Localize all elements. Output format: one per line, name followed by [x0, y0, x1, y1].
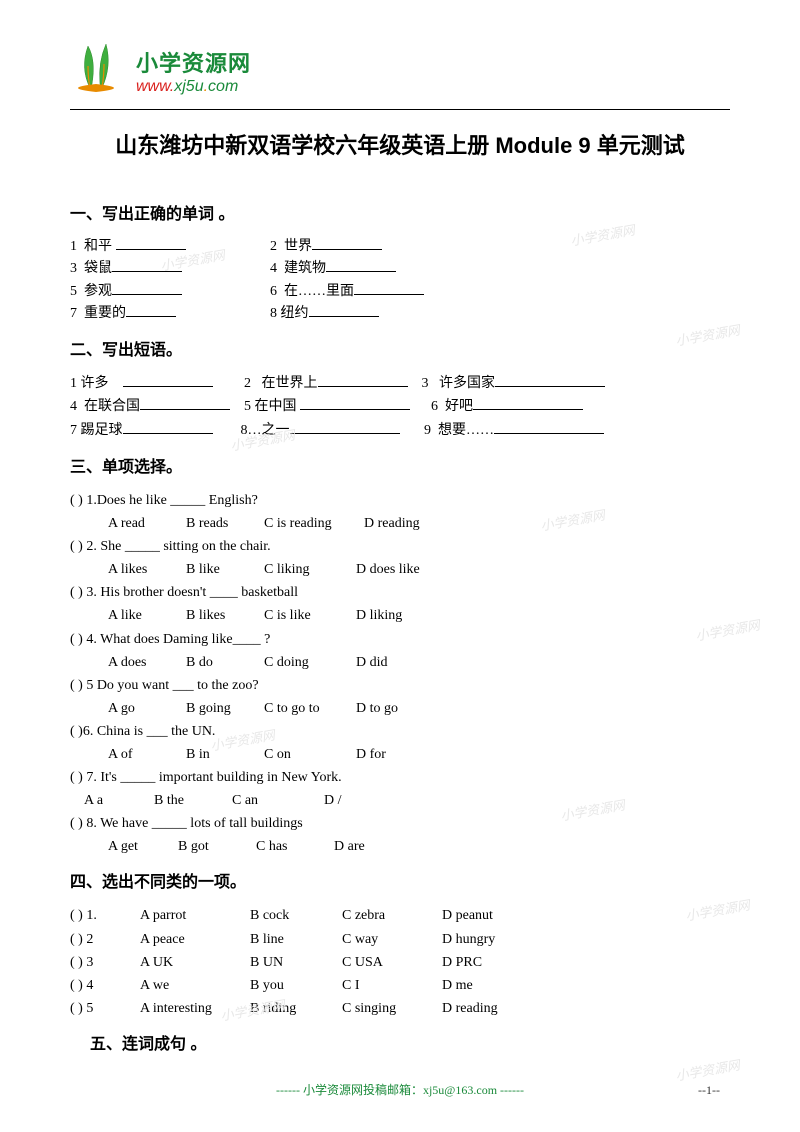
- page-number: --1--: [698, 1083, 720, 1098]
- page-title: 山东潍坊中新双语学校六年级英语上册 Module 9 单元测试: [70, 128, 730, 160]
- leaf-icon: [70, 40, 128, 101]
- logo-header: 小学资源网 www.xj5u.com: [70, 40, 730, 101]
- oddq-5: ( ) 5A interestingB ridingC singingD rea…: [70, 997, 730, 1020]
- odd-one-out: ( ) 1.A parrotB cockC zebraD peanut ( ) …: [70, 904, 730, 1019]
- oddq-1: ( ) 1.A parrotB cockC zebraD peanut: [70, 904, 730, 927]
- section-title-2: 二、写出短语。: [70, 336, 730, 360]
- question-1: ( ) 1.Does he like _____ English?: [70, 489, 730, 512]
- mc-questions: ( ) 1.Does he like _____ English? A read…: [70, 489, 730, 859]
- footer-text: ------ 小学资源网投稿邮箱：xj5u@163.com ------: [0, 1081, 800, 1098]
- oddq-3: ( ) 3A UKB UNC USAD PRC: [70, 951, 730, 974]
- logo-title: 小学资源网: [136, 46, 251, 78]
- divider: [70, 109, 730, 110]
- logo-url: www.xj5u.com: [136, 78, 251, 96]
- question-4: ( ) 4. What does Daming like____ ?: [70, 628, 730, 651]
- oddq-4: ( ) 4A weB youC ID me: [70, 974, 730, 997]
- section-title-4: 四、选出不同类的一项。: [70, 868, 730, 892]
- phrase-list: 1 许多 2 在世界上 3 许多国家 4 在联合国 5 在中国 6 好吧 7 踢…: [70, 372, 730, 443]
- section-title-3: 三、单项选择。: [70, 453, 730, 477]
- section-title-5: 五、连词成句 。: [70, 1030, 730, 1054]
- watermark: 小学资源网: [674, 1054, 741, 1084]
- oddq-2: ( ) 2A peaceB lineC wayD hungry: [70, 928, 730, 951]
- question-8: ( ) 8. We have _____ lots of tall buildi…: [70, 812, 730, 835]
- question-6: ( )6. China is ___ the UN.: [70, 720, 730, 743]
- vocab-list: 1 和平 2 世界 3 袋鼠 4 建筑物 5 参观 6 在……里面 7 重要的 …: [70, 236, 730, 326]
- question-7: ( ) 7. It's _____ important building in …: [70, 766, 730, 789]
- question-2: ( ) 2. She _____ sitting on the chair.: [70, 535, 730, 558]
- question-5: ( ) 5 Do you want ___ to the zoo?: [70, 674, 730, 697]
- question-3: ( ) 3. His brother doesn't ____ basketba…: [70, 581, 730, 604]
- section-title-1: 一、写出正确的单词 。: [70, 200, 730, 224]
